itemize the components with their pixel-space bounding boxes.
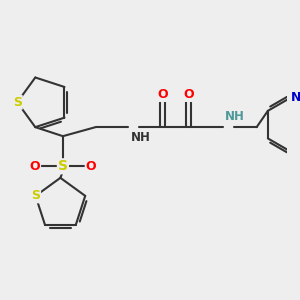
Text: NH: NH	[131, 131, 151, 144]
Text: N: N	[291, 91, 300, 103]
Text: S: S	[31, 189, 40, 203]
Text: O: O	[86, 160, 96, 173]
Text: S: S	[13, 96, 22, 109]
Text: S: S	[58, 159, 68, 173]
Text: O: O	[183, 88, 194, 101]
Text: O: O	[157, 88, 168, 101]
Text: O: O	[29, 160, 40, 173]
Text: NH: NH	[225, 110, 245, 123]
